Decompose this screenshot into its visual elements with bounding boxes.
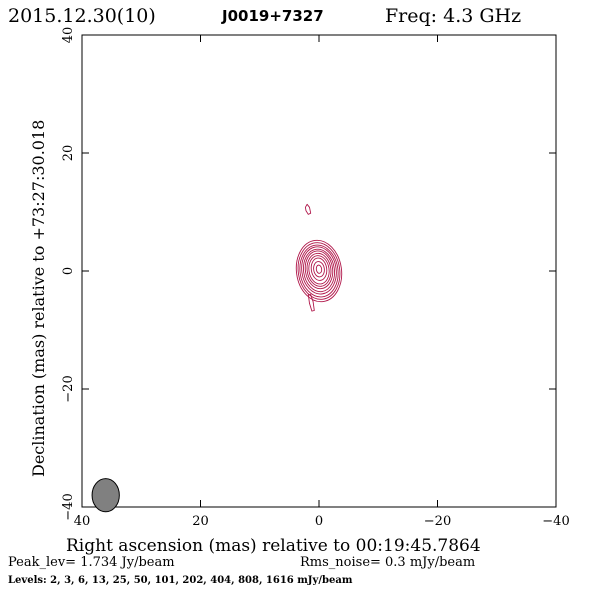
x-axis-label: Right ascension (mas) relative to 00:19:… xyxy=(66,536,481,556)
y-tick-label: −20 xyxy=(61,375,76,402)
plot-frame xyxy=(81,34,557,508)
peak-level: Peak_lev= 1.734 Jy/beam xyxy=(8,555,175,570)
x-tick-label: 20 xyxy=(192,514,209,529)
x-tick-label: 40 xyxy=(74,514,91,529)
contour-level-13 xyxy=(301,246,337,295)
y-axis-label: Declination (mas) relative to +73:27:30.… xyxy=(29,120,48,477)
contour-group xyxy=(295,203,343,312)
frequency-label: Freq: 4.3 GHz xyxy=(385,5,521,27)
y-tick-label: 40 xyxy=(61,27,76,44)
contour-levels: Levels: 2, 3, 6, 13, 25, 50, 101, 202, 4… xyxy=(8,575,353,586)
northern-knot xyxy=(304,203,312,215)
contour-level-2 xyxy=(295,239,343,303)
y-tick-label: −40 xyxy=(61,493,76,520)
southern-extension xyxy=(307,294,315,312)
contour-level-3 xyxy=(297,242,341,300)
epoch-title: 2015.12.30(10) xyxy=(8,5,156,27)
contour-level-50 xyxy=(304,250,334,290)
x-tick-label: −40 xyxy=(542,514,569,529)
beam-ellipse xyxy=(91,478,120,513)
contour-level-808 xyxy=(313,261,325,278)
contour-level-6 xyxy=(299,244,339,298)
contour-level-101 xyxy=(306,252,332,287)
axis-ticks: 40 20 0 −20 −40 −40 −20 0 20 40 xyxy=(61,27,570,529)
y-tick-label: 20 xyxy=(61,145,76,162)
y-tick-label: 0 xyxy=(61,267,76,275)
contour-level-202 xyxy=(308,255,330,285)
rms-noise: Rms_noise= 0.3 mJy/beam xyxy=(300,555,475,570)
source-name: J0019+7327 xyxy=(221,7,324,25)
contour-level-25 xyxy=(303,248,335,293)
contour-level-1616 xyxy=(315,264,323,274)
beam-group xyxy=(91,478,120,513)
contour-level-404 xyxy=(310,257,328,281)
x-tick-label: −20 xyxy=(424,514,451,529)
x-tick-label: 0 xyxy=(315,514,323,529)
